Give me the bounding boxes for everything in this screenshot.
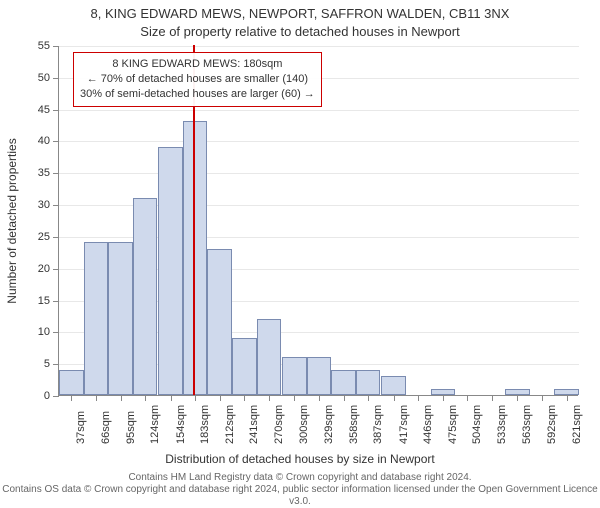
x-tick — [145, 395, 146, 401]
histogram-bar — [282, 357, 307, 395]
y-tick-label: 30 — [10, 199, 50, 211]
x-tick — [195, 395, 196, 401]
y-tick — [53, 141, 59, 142]
y-tick-label: 10 — [10, 326, 50, 338]
y-axis-title: Number of detached properties — [5, 138, 19, 303]
x-tick-label: 563sqm — [521, 405, 533, 444]
y-tick — [53, 237, 59, 238]
annotation-box: 8 KING EDWARD MEWS: 180sqm ← 70% of deta… — [73, 52, 322, 107]
y-tick — [53, 301, 59, 302]
x-tick-label: 241sqm — [248, 405, 260, 444]
y-tick — [53, 396, 59, 397]
x-tick-label: 504sqm — [471, 405, 483, 444]
x-tick-label: 329sqm — [323, 405, 335, 444]
y-tick — [53, 173, 59, 174]
y-tick-label: 0 — [10, 390, 50, 402]
x-tick — [71, 395, 72, 401]
x-tick — [517, 395, 518, 401]
x-tick-label: 592sqm — [546, 405, 558, 444]
grid-line — [59, 46, 579, 47]
chart-container: 8, KING EDWARD MEWS, NEWPORT, SAFFRON WA… — [0, 0, 600, 500]
footer-line-2: Contains OS data © Crown copyright and d… — [0, 484, 600, 508]
x-tick — [96, 395, 97, 401]
y-tick-label: 40 — [10, 135, 50, 147]
y-tick-label: 20 — [10, 263, 50, 275]
x-tick — [294, 395, 295, 401]
histogram-bar — [133, 198, 158, 395]
x-tick-label: 417sqm — [398, 405, 410, 444]
histogram-bar — [59, 370, 84, 395]
x-axis-title: Distribution of detached houses by size … — [0, 452, 600, 466]
grid-line — [59, 141, 579, 142]
histogram-bar — [108, 242, 133, 395]
histogram-bar — [232, 338, 257, 395]
x-tick-label: 446sqm — [422, 405, 434, 444]
x-tick — [220, 395, 221, 401]
plot-area: 051015202530354045505537sqm66sqm95sqm124… — [58, 46, 578, 396]
x-tick — [368, 395, 369, 401]
histogram-bar — [158, 147, 183, 395]
x-tick-label: 387sqm — [372, 405, 384, 444]
x-tick-label: 154sqm — [175, 405, 187, 444]
x-tick-label: 270sqm — [273, 405, 285, 444]
y-tick-label: 50 — [10, 72, 50, 84]
y-tick — [53, 269, 59, 270]
x-tick — [443, 395, 444, 401]
x-tick-label: 212sqm — [224, 405, 236, 444]
histogram-bar — [207, 249, 232, 395]
histogram-bar — [307, 357, 332, 395]
x-tick — [467, 395, 468, 401]
grid-line — [59, 110, 579, 111]
y-tick — [53, 78, 59, 79]
histogram-bar — [331, 370, 356, 395]
histogram-bar — [257, 319, 282, 395]
y-tick — [53, 364, 59, 365]
y-tick-label: 45 — [10, 104, 50, 116]
x-tick — [394, 395, 395, 401]
x-tick-label: 95sqm — [125, 411, 137, 444]
x-tick-label: 621sqm — [571, 405, 583, 444]
annotation-line-1: 8 KING EDWARD MEWS: 180sqm — [80, 57, 315, 72]
footer-line-1: Contains HM Land Registry data © Crown c… — [0, 472, 600, 484]
x-tick — [244, 395, 245, 401]
x-tick-label: 124sqm — [149, 405, 161, 444]
x-tick-label: 183sqm — [199, 405, 211, 444]
x-tick — [269, 395, 270, 401]
x-tick — [542, 395, 543, 401]
x-tick — [492, 395, 493, 401]
x-tick — [121, 395, 122, 401]
y-tick-label: 55 — [10, 40, 50, 52]
title-line-2: Size of property relative to detached ho… — [0, 24, 600, 39]
x-tick — [319, 395, 320, 401]
x-tick-label: 66sqm — [100, 411, 112, 444]
histogram-bar — [356, 370, 381, 395]
y-tick — [53, 110, 59, 111]
annotation-line-2: ← 70% of detached houses are smaller (14… — [80, 72, 315, 87]
histogram-bar — [183, 121, 208, 395]
x-tick-label: 475sqm — [447, 405, 459, 444]
y-tick — [53, 46, 59, 47]
y-tick-label: 15 — [10, 295, 50, 307]
y-tick-label: 35 — [10, 167, 50, 179]
x-tick-label: 533sqm — [496, 405, 508, 444]
grid-line — [59, 173, 579, 174]
annotation-line-3: 30% of semi-detached houses are larger (… — [80, 87, 315, 102]
x-tick — [344, 395, 345, 401]
x-tick-label: 300sqm — [298, 405, 310, 444]
y-tick-label: 25 — [10, 231, 50, 243]
title-line-1: 8, KING EDWARD MEWS, NEWPORT, SAFFRON WA… — [0, 6, 600, 21]
y-tick — [53, 205, 59, 206]
footer: Contains HM Land Registry data © Crown c… — [0, 472, 600, 508]
x-tick-label: 358sqm — [348, 405, 360, 444]
x-tick-label: 37sqm — [75, 411, 87, 444]
histogram-bar — [84, 242, 109, 395]
y-tick — [53, 332, 59, 333]
x-tick — [567, 395, 568, 401]
x-tick — [171, 395, 172, 401]
y-tick-label: 5 — [10, 358, 50, 370]
histogram-bar — [381, 376, 406, 395]
x-tick — [418, 395, 419, 401]
